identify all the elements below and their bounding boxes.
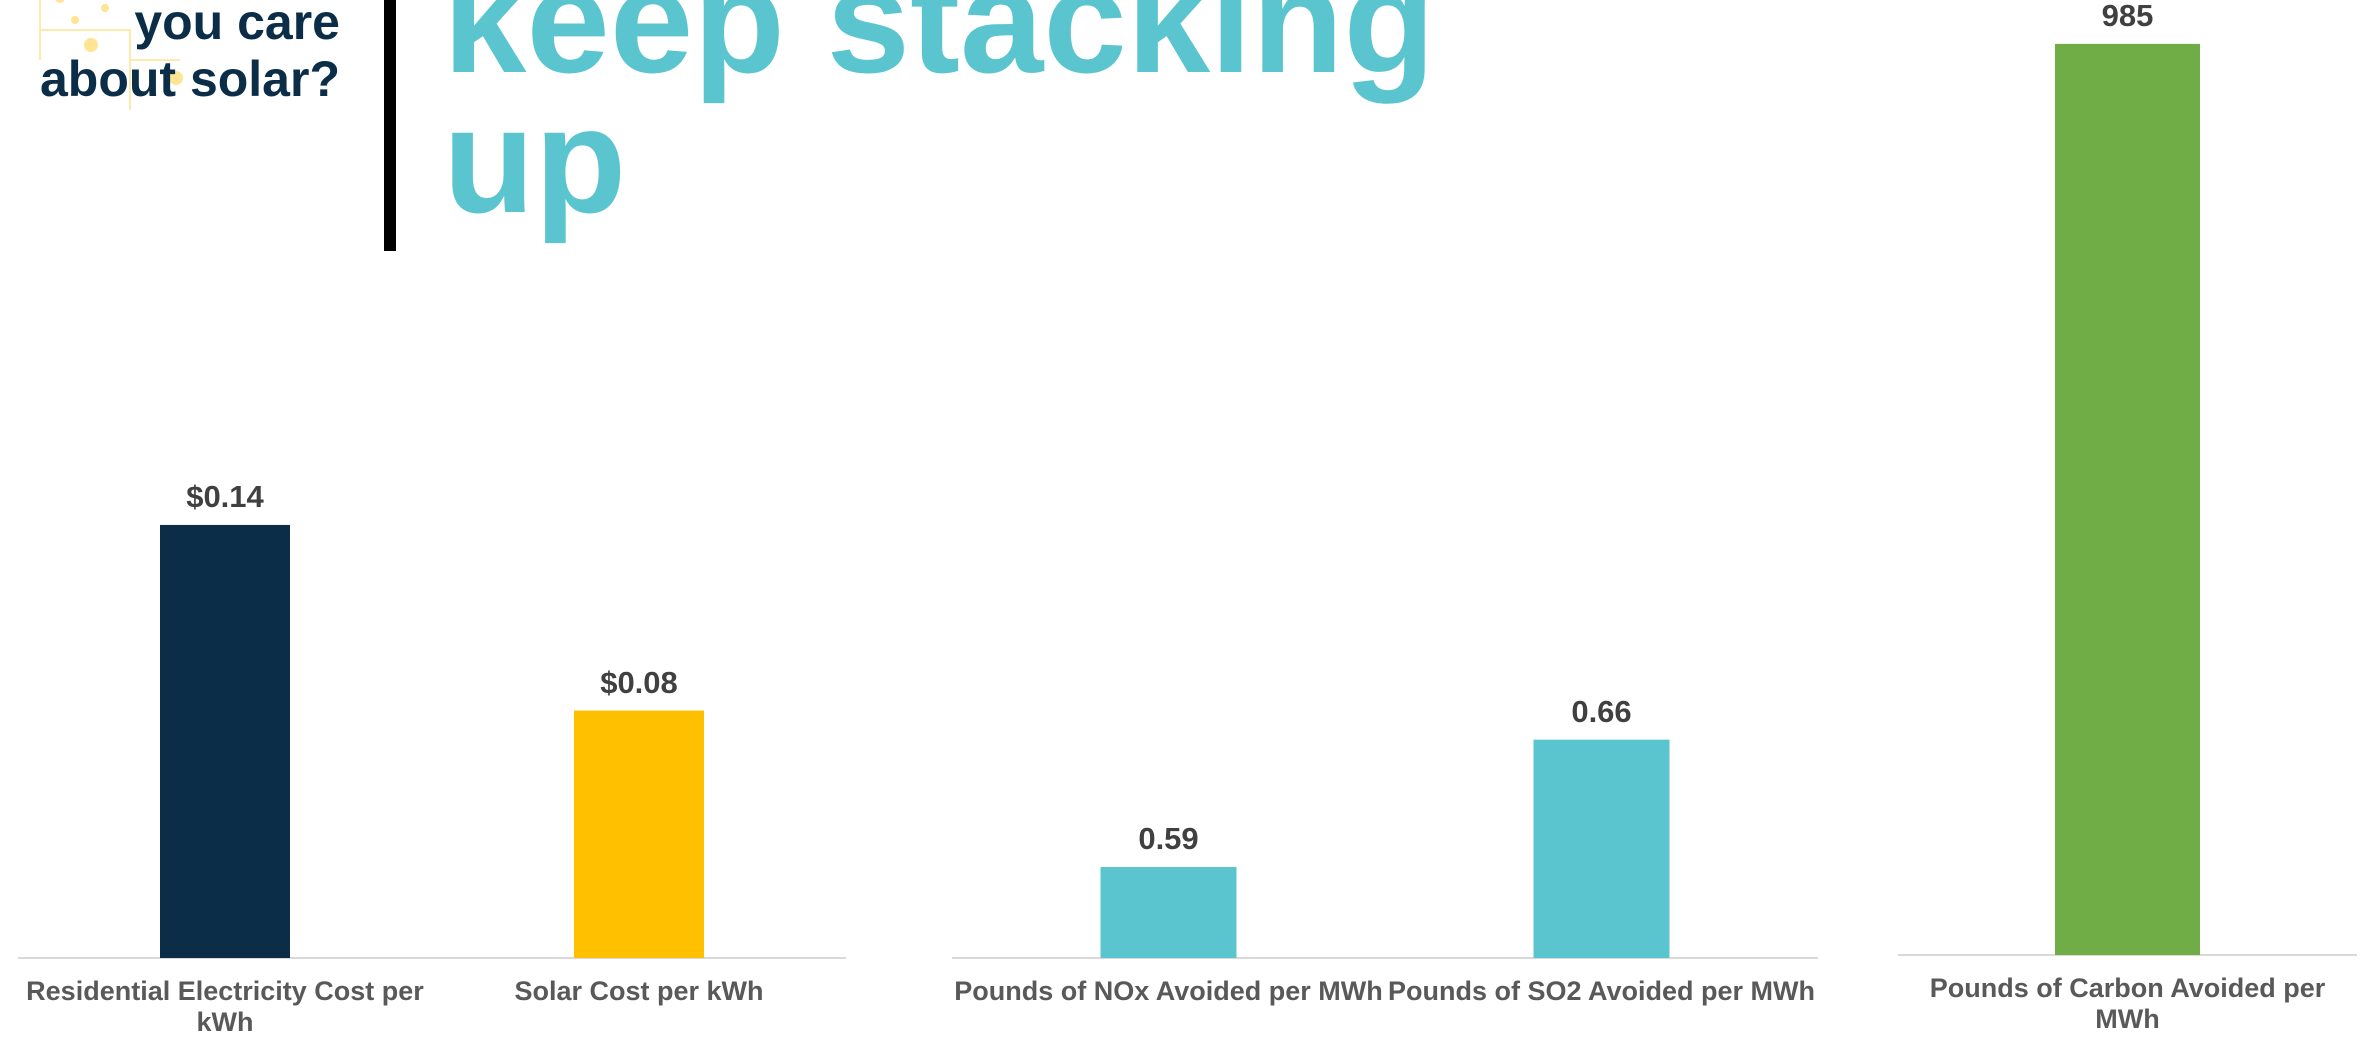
x-tick-label: Residential Electricity Cost per kWh: [26, 976, 424, 1037]
bar: [1533, 739, 1670, 958]
subtitle: you care about solar?: [39, 0, 340, 107]
x-tick-label: Pounds of Carbon Avoided per MWh: [1929, 973, 2326, 1034]
value-label: $0.14: [186, 478, 264, 514]
value-label: 985: [2101, 0, 2154, 33]
divider: [384, 0, 396, 251]
decoration: [39, 0, 183, 110]
value-label: 0.59: [1138, 821, 1199, 857]
bar: [1100, 867, 1237, 958]
value-label: $0.08: [600, 664, 678, 700]
title: keep stacking up: [443, 0, 1436, 244]
bar: [574, 710, 704, 958]
bar: [2055, 43, 2200, 955]
value-label: 0.66: [1571, 693, 1632, 729]
x-tick-label: Pounds of NOx Avoided per MWh: [954, 976, 1383, 1006]
x-tick-label: Pounds of SO2 Avoided per MWh: [1387, 976, 1815, 1006]
bar: [160, 524, 290, 958]
x-tick-label: Solar Cost per kWh: [514, 976, 764, 1006]
